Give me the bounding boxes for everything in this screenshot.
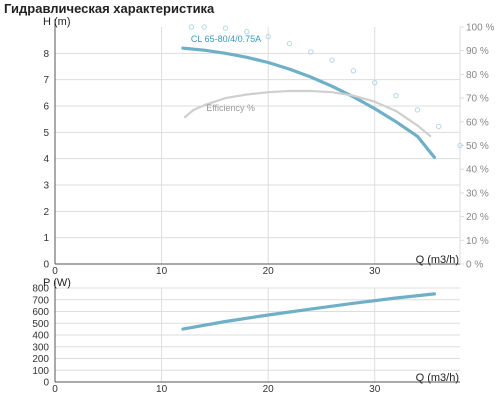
y-tick-label: 300 (32, 342, 49, 353)
y-tick-label: 5 (43, 128, 49, 139)
y-tick-label: 6 (43, 102, 49, 113)
dotted-curve-point (244, 29, 250, 35)
y-tick-label: 2 (43, 207, 49, 218)
y-tick-label: 800 (32, 284, 49, 295)
dotted-curve-point (222, 25, 229, 31)
x-tick-label: 0 (52, 266, 58, 277)
x-tick-label: 30 (369, 266, 381, 277)
x-axis-title: Q (m3/h) (416, 372, 459, 384)
y-tick-label: 4 (43, 154, 49, 165)
x-tick-label: 20 (263, 384, 275, 395)
right-tick-label: 40 % (466, 165, 489, 176)
dotted-curve-point (436, 123, 442, 130)
y-tick-label: 200 (32, 354, 49, 365)
y-tick-label: 700 (32, 295, 49, 306)
y-tick-label: 1 (43, 233, 49, 244)
right-tick-label: 30 % (466, 188, 489, 199)
dotted-curve-point (286, 40, 293, 47)
efficiency-curve (183, 89, 432, 138)
right-tick-label: 80 % (466, 70, 489, 81)
right-tick-label: 50 % (466, 141, 489, 152)
y-tick-label: 0 (43, 260, 49, 271)
dotted-curve-point (457, 142, 463, 149)
pump-head-curve (181, 292, 436, 331)
dotted-curve-point (265, 33, 271, 40)
dotted-curve-point (188, 24, 195, 30)
dotted-curve-point (414, 107, 421, 113)
x-tick-label: 10 (156, 384, 168, 395)
page-title: Гидравлическая характеристика (4, 1, 215, 16)
y-tick-label: 600 (32, 307, 49, 318)
dotted-curve-point (393, 93, 399, 99)
pump-head-curve (181, 46, 436, 159)
y-tick-label: 400 (32, 331, 49, 342)
y-tick-label: 3 (43, 181, 49, 192)
right-tick-label: 90 % (466, 46, 489, 57)
right-tick-label: 0 % (466, 260, 483, 271)
y-tick-label: 0 (43, 378, 49, 389)
x-axis-title: Q (m3/h) (416, 254, 459, 266)
x-tick-label: 30 (369, 384, 381, 395)
dotted-curve-point (350, 68, 357, 74)
x-tick-label: 10 (156, 266, 168, 277)
right-tick-label: 20 % (466, 212, 489, 223)
pump-curve-label: CL 65-80/4/0.75A (191, 34, 261, 44)
efficiency-curve-label: Efficiency % (206, 103, 255, 113)
y-tick-label: 8 (43, 49, 49, 60)
y-axis-title: H (m) (43, 16, 71, 28)
right-tick-label: 70 % (466, 94, 489, 105)
dotted-curve-point (372, 80, 378, 86)
right-tick-label: 10 % (466, 236, 489, 247)
right-tick-label: 100 % (466, 23, 494, 34)
x-tick-label: 20 (263, 266, 275, 277)
y-tick-label: 100 (32, 366, 49, 377)
y-tick-label: 7 (43, 75, 49, 86)
y-axis-title: P (W) (43, 277, 71, 289)
dotted-curve-point (329, 57, 335, 63)
x-tick-label: 0 (52, 384, 58, 395)
y-tick-label: 500 (32, 319, 49, 330)
right-tick-label: 60 % (466, 117, 489, 128)
dotted-curve-point (308, 49, 314, 55)
dotted-curve-point (201, 24, 207, 30)
